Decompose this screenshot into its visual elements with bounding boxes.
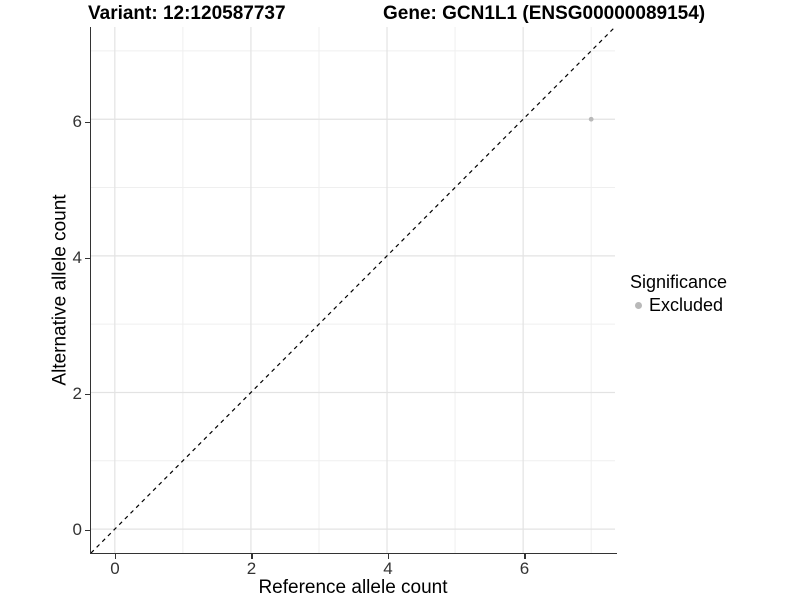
data-point-excluded <box>588 116 594 122</box>
x-tick-label-2: 2 <box>246 559 257 578</box>
legend-item-excluded: Excluded <box>630 295 727 315</box>
y-axis-title: Alternative allele count <box>50 27 72 553</box>
x-tick-label-4: 4 <box>383 559 393 578</box>
plot-panel <box>90 26 616 554</box>
legend-title: Significance <box>630 272 728 292</box>
x-tick-6 <box>524 554 526 559</box>
y-tick-label-0: 0 <box>72 520 82 539</box>
y-axis-title-text: Alternative allele count <box>50 194 72 386</box>
y-tick-label-6: 6 <box>72 112 82 131</box>
gene-title: Gene: GCN1L1 (ENSG00000089154) <box>383 3 706 24</box>
y-tick-6 <box>85 121 90 123</box>
y-tick-label-2: 2 <box>72 384 82 403</box>
x-tick-label-6: 6 <box>519 559 530 578</box>
plot-canvas <box>90 26 616 554</box>
legend-point-icon <box>635 301 642 309</box>
y-axis-line <box>89 27 91 553</box>
y-tick-label-4: 4 <box>72 248 82 267</box>
x-axis-title: Reference allele count <box>258 577 448 598</box>
y-tick-4 <box>85 257 90 259</box>
y-tick-0 <box>85 529 90 531</box>
x-tick-label-0: 0 <box>110 559 120 578</box>
identity-line <box>90 26 616 554</box>
y-tick-2 <box>85 393 90 395</box>
x-tick-2 <box>251 554 253 559</box>
legend: Significance Excluded <box>630 271 727 315</box>
variant-title: Variant: 12:120587737 <box>88 3 286 24</box>
x-tick-4 <box>387 554 389 559</box>
legend-item-label: Excluded <box>649 295 724 315</box>
x-tick-0 <box>114 554 116 559</box>
x-axis-line <box>89 552 617 554</box>
